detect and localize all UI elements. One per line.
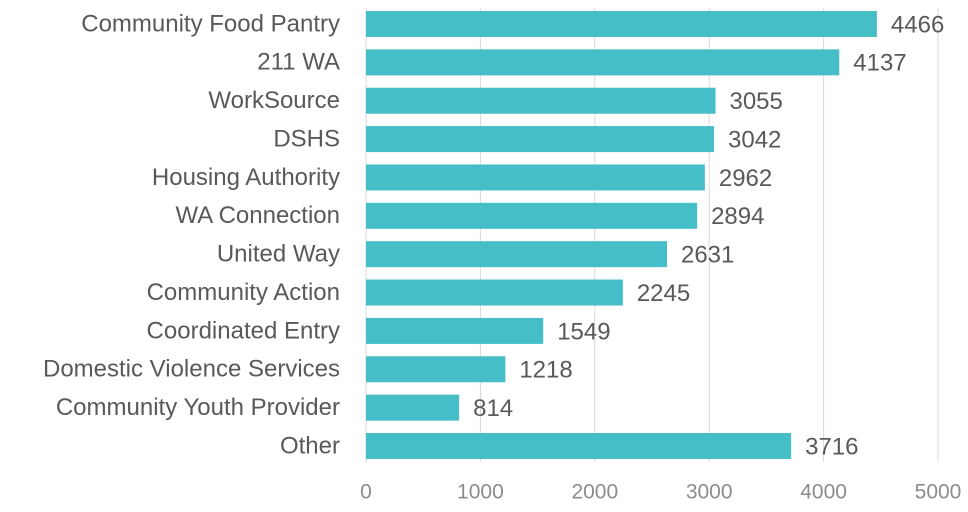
y-tick-label: Community Youth Provider [56,394,340,421]
data-label: 3042 [728,126,781,153]
y-tick-label: Domestic Violence Services [43,356,340,383]
y-tick-label: Community Action [147,279,340,306]
data-label: 2894 [711,203,764,230]
data-label: 3716 [805,433,858,460]
bar [366,279,623,306]
bar [366,164,705,191]
bar [366,49,840,76]
x-tick-label: 2000 [571,481,618,504]
bar [366,317,544,344]
data-label: 2962 [719,165,772,192]
data-label: 3055 [729,88,782,115]
data-label: 4137 [853,50,906,77]
data-label: 2245 [637,280,690,307]
data-label: 1218 [519,357,572,384]
x-tick-label: 4000 [800,481,847,504]
bar [366,87,716,114]
data-label: 814 [473,395,513,422]
y-tick-label: Coordinated Entry [147,317,340,344]
bar [366,356,506,383]
bar [366,394,460,421]
x-tick-label: 1000 [457,481,504,504]
x-tick-label: 3000 [686,481,733,504]
data-label: 4466 [891,11,944,38]
y-tick-label: DSHS [273,125,340,152]
data-label: 1549 [557,318,610,345]
bar [366,241,667,268]
y-tick-label: 211 WA [257,49,340,76]
y-tick-label: United Way [217,241,340,268]
x-tick-label: 5000 [915,481,962,504]
data-label: 2631 [681,242,734,269]
bar [366,433,792,459]
bar [366,202,698,229]
y-tick-label: WA Connection [175,202,340,229]
y-tick-label: Housing Authority [152,164,340,191]
y-tick-label: WorkSource [208,87,340,114]
bar [366,126,715,153]
y-tick-label: Community Food Pantry [81,10,340,37]
x-tick-label: 0 [360,481,372,504]
bar [366,11,877,37]
y-tick-label: Other [280,432,340,459]
